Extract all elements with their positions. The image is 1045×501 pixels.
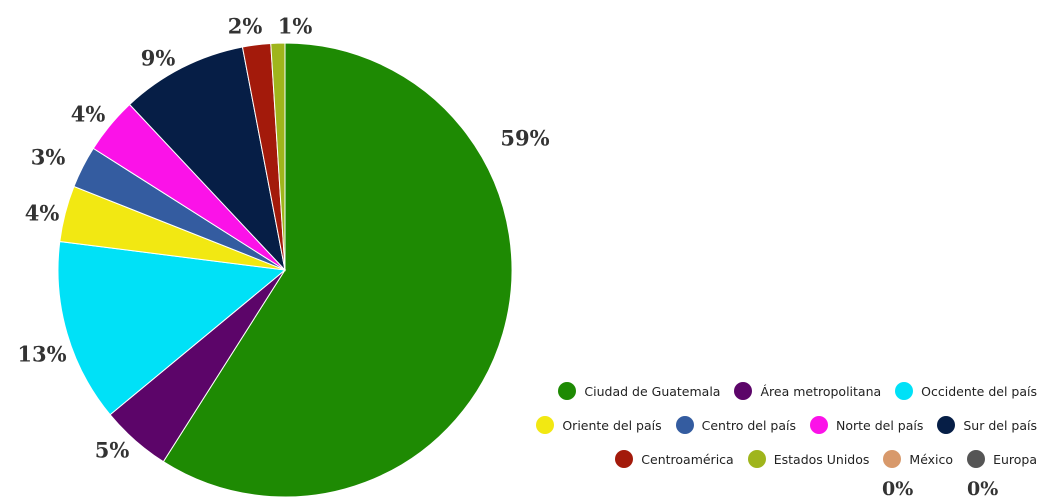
legend-label: Ciudad de Guatemala	[584, 383, 721, 399]
slice-label: 5%	[95, 438, 130, 463]
legend-item[interactable]: Área metropolitana	[734, 382, 881, 400]
slice-label: 1%	[278, 14, 313, 39]
legend-swatch	[747, 450, 766, 468]
legend-label: Oriente del país	[562, 417, 662, 433]
legend-swatch	[967, 450, 986, 468]
slice-label: 13%	[17, 342, 66, 367]
legend-row: Ciudad de Guatemala Área metropolitana Occ…	[537, 374, 1037, 408]
pie-slice-sur-del-pa-s	[128, 46, 286, 272]
legend-item[interactable]: Occidente del país	[895, 382, 1037, 400]
legend-label: Estados Unidos	[773, 451, 870, 467]
legend-label: Centro del país	[701, 417, 797, 433]
slice-label: 2%	[228, 14, 263, 39]
legend-label: Área metropolitana	[760, 383, 882, 399]
pie-slice-ciudad-de-guatemala	[162, 42, 513, 498]
pie-slice-occidente-del-pa-s	[57, 240, 287, 416]
legend-label: Occidente del país	[921, 383, 1037, 399]
legend-swatch	[558, 382, 577, 400]
slice-label: 9%	[141, 46, 176, 71]
legend-label: México	[909, 451, 954, 467]
slice-label: 59%	[500, 126, 549, 151]
legend-row: Oriente del país Centro del país Norte del…	[536, 408, 1037, 442]
legend-swatch	[895, 382, 914, 400]
legend-swatch	[937, 416, 956, 434]
legend-swatch	[810, 416, 829, 434]
slice-label: 3%	[31, 145, 66, 170]
legend-item[interactable]: Sur del país	[937, 416, 1037, 434]
legend-label: Norte del país	[836, 417, 924, 433]
legend-label: Europa	[993, 451, 1037, 467]
slice-label: 4%	[25, 201, 60, 226]
pie-slice-estados-unidos	[270, 42, 286, 271]
legend-label: Centroamérica	[641, 451, 734, 467]
legend-item[interactable]: Europa	[967, 450, 1037, 468]
legend-swatch	[536, 416, 555, 434]
legend-item[interactable]: Estados Unidos	[747, 450, 870, 468]
legend-item[interactable]: Centroamérica	[615, 450, 734, 468]
legend-label: Sur del país	[963, 417, 1037, 433]
legend-swatch	[675, 416, 694, 434]
legend-swatch	[734, 382, 753, 400]
legend-item[interactable]: México	[883, 450, 953, 468]
legend-item[interactable]: Norte del país	[810, 416, 923, 434]
slice-label: 4%	[71, 102, 106, 127]
legend-item[interactable]: Centro del país	[675, 416, 797, 434]
legend-item[interactable]: Ciudad de Guatemala	[558, 382, 720, 400]
legend-swatch	[615, 450, 634, 468]
chart-legend: Ciudad de Guatemala Área metropolitana Occ…	[536, 374, 1037, 476]
zero-slice-label: 0%	[882, 478, 914, 500]
legend-row: Centroamérica Estados Unidos México Europa	[537, 442, 1037, 476]
legend-item[interactable]: Oriente del país	[536, 416, 662, 434]
legend-swatch	[883, 450, 902, 468]
zero-slice-label: 0%	[967, 478, 999, 500]
